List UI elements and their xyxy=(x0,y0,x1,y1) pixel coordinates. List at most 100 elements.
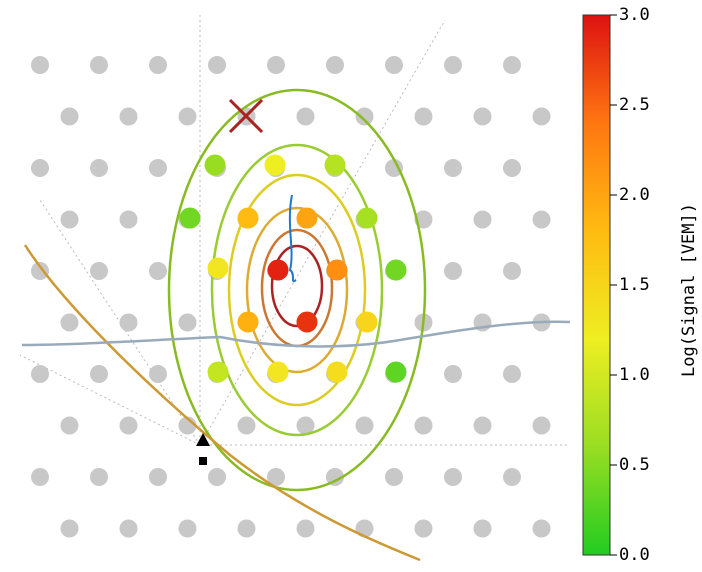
background-station xyxy=(296,519,315,538)
background-station xyxy=(149,468,167,486)
background-station xyxy=(119,107,138,126)
markers xyxy=(196,98,264,465)
square-marker xyxy=(199,457,207,465)
background-stations xyxy=(31,56,551,538)
colorbar-tick-label: 0.0 xyxy=(619,545,650,565)
contour-ring xyxy=(210,143,384,437)
background-station xyxy=(503,56,521,74)
background-station xyxy=(149,159,167,177)
background-station xyxy=(355,519,374,538)
background-station xyxy=(503,159,521,177)
background-station xyxy=(119,519,138,538)
signal-contours xyxy=(167,88,427,492)
triggered-station xyxy=(204,154,226,176)
colorbar-tick-label: 0.5 xyxy=(619,455,650,475)
background-station xyxy=(444,262,462,280)
background-station xyxy=(503,262,521,280)
background-station xyxy=(60,416,79,435)
background-station xyxy=(385,159,403,177)
background-station xyxy=(414,416,433,435)
background-station xyxy=(473,210,492,229)
background-station xyxy=(267,468,285,486)
background-station xyxy=(208,56,226,74)
orange-track-line xyxy=(23,244,421,562)
triggered-station xyxy=(385,361,407,383)
colorbar: 0.0 0.5 1.0 1.5 2.0 2.5 3.0 xyxy=(582,5,650,565)
triangle-marker xyxy=(196,433,210,446)
background-station xyxy=(90,262,108,280)
colorbar-label: Log(Signal [VEM]) xyxy=(679,203,699,377)
triggered-stations xyxy=(179,154,407,383)
background-station xyxy=(90,468,108,486)
background-station xyxy=(414,519,433,538)
background-station xyxy=(444,468,462,486)
triggered-station xyxy=(326,361,348,383)
background-station xyxy=(473,416,492,435)
background-station xyxy=(149,365,167,383)
triggered-station xyxy=(326,259,348,281)
blue-track-line xyxy=(288,194,297,283)
background-station xyxy=(296,416,315,435)
background-station xyxy=(267,56,285,74)
triggered-station xyxy=(207,257,229,279)
colorbar-tick-label: 2.5 xyxy=(619,95,650,115)
background-station xyxy=(60,210,79,229)
background-station xyxy=(473,107,492,126)
background-station xyxy=(90,159,108,177)
background-station xyxy=(355,107,374,126)
background-station xyxy=(414,107,433,126)
background-station xyxy=(208,468,226,486)
colorbar-tick-label: 1.0 xyxy=(619,365,650,385)
background-station xyxy=(326,56,344,74)
background-station xyxy=(296,107,315,126)
contour-ring xyxy=(167,88,427,492)
background-station xyxy=(503,468,521,486)
triggered-station xyxy=(356,311,378,333)
background-station xyxy=(444,159,462,177)
background-station xyxy=(31,262,49,280)
colorbar-tick-label: 1.5 xyxy=(619,275,650,295)
triggered-station xyxy=(179,207,201,229)
grey-track-line xyxy=(21,320,571,348)
triggered-station xyxy=(356,207,378,229)
background-station xyxy=(385,468,403,486)
background-station xyxy=(503,365,521,383)
x-marker xyxy=(228,98,264,134)
background-station xyxy=(326,468,344,486)
triggered-station xyxy=(267,361,289,383)
triggered-station xyxy=(385,259,407,281)
background-station xyxy=(532,416,551,435)
background-station xyxy=(444,56,462,74)
background-station xyxy=(385,56,403,74)
background-station xyxy=(473,519,492,538)
triggered-station xyxy=(324,154,346,176)
background-station xyxy=(60,519,79,538)
colorbar-tick-label: 2.0 xyxy=(619,185,650,205)
background-station xyxy=(237,519,256,538)
triggered-station xyxy=(267,259,289,281)
background-station xyxy=(60,313,79,332)
background-station xyxy=(31,56,49,74)
background-station xyxy=(178,107,197,126)
background-station xyxy=(31,159,49,177)
triggered-station xyxy=(237,311,259,333)
background-station xyxy=(31,468,49,486)
contour-ring xyxy=(227,173,367,407)
background-station xyxy=(149,56,167,74)
background-station xyxy=(119,210,138,229)
background-station xyxy=(90,56,108,74)
track-curves xyxy=(21,194,571,562)
triggered-station xyxy=(264,154,286,176)
background-station xyxy=(119,313,138,332)
guide-line xyxy=(19,354,201,446)
colorbar-gradient xyxy=(582,14,611,556)
contour-ring xyxy=(270,244,324,328)
background-station xyxy=(532,107,551,126)
background-station xyxy=(444,365,462,383)
background-station xyxy=(237,416,256,435)
contour-ring xyxy=(245,206,349,374)
background-station xyxy=(31,365,49,383)
background-station xyxy=(178,313,197,332)
background-station xyxy=(178,519,197,538)
